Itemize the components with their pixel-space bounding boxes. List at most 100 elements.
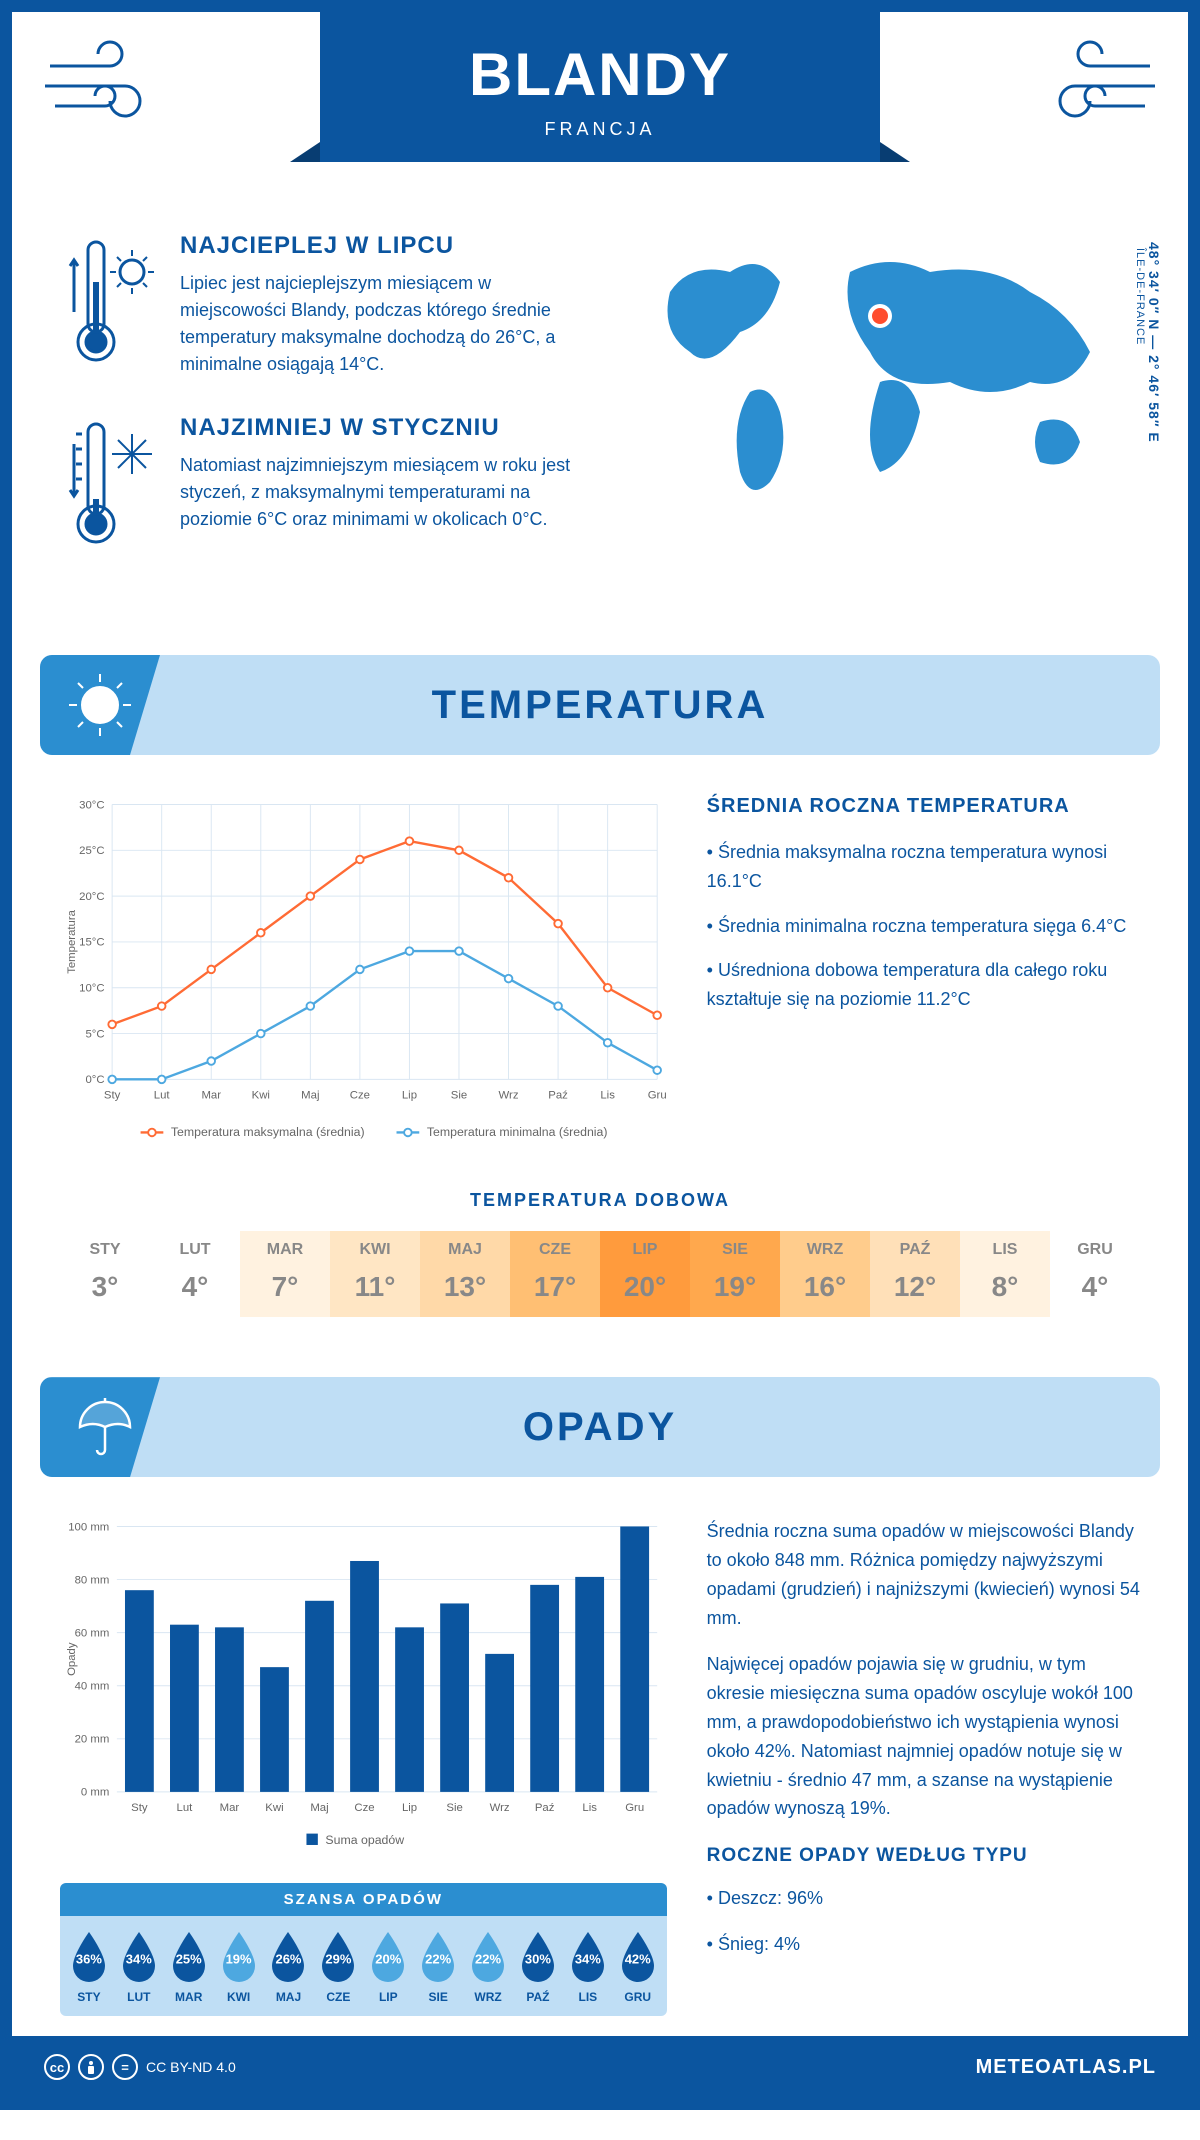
daily-cell: MAR7°: [240, 1231, 330, 1317]
daily-cell: SIE19°: [690, 1231, 780, 1317]
svg-text:Wrz: Wrz: [490, 1802, 510, 1814]
svg-text:20 mm: 20 mm: [75, 1734, 110, 1746]
precip-section-header: OPADY: [40, 1377, 1160, 1477]
precip-text-2: Najwięcej opadów pojawia się w grudniu, …: [707, 1650, 1140, 1823]
svg-text:Suma opadów: Suma opadów: [325, 1833, 404, 1847]
svg-text:25°C: 25°C: [79, 845, 104, 857]
nd-icon: =: [112, 2054, 138, 2080]
chance-title: SZANSA OPADÓW: [60, 1883, 667, 1916]
chance-cell: 19% KWI: [214, 1928, 264, 2004]
temp-bullet-2: • Średnia minimalna roczna temperatura s…: [707, 912, 1140, 941]
daily-cell: PAŹ12°: [870, 1231, 960, 1317]
daily-cell: LIP20°: [600, 1231, 690, 1317]
svg-text:Lut: Lut: [154, 1089, 171, 1101]
temperature-section-header: TEMPERATURA: [40, 655, 1160, 755]
header: BLANDY FRANCJA: [12, 12, 1188, 212]
svg-text:Lut: Lut: [177, 1802, 194, 1814]
license-block: cc = CC BY-ND 4.0: [44, 2054, 236, 2080]
raindrop-icon: 36%: [67, 1928, 111, 1984]
temperature-line-chart: 0°C5°C10°C15°C20°C25°C30°CStyLutMarKwiMa…: [60, 795, 667, 1160]
svg-text:Temperatura maksymalna (średni: Temperatura maksymalna (średnia): [171, 1125, 365, 1139]
city-name: BLANDY: [320, 40, 880, 109]
raindrop-icon: 22%: [466, 1928, 510, 1984]
svg-text:Sie: Sie: [446, 1802, 462, 1814]
svg-text:5°C: 5°C: [85, 1028, 104, 1040]
intro-section: NAJCIEPLEJ W LIPCU Lipiec jest najcieple…: [12, 212, 1188, 635]
daily-cell: LIS8°: [960, 1231, 1050, 1317]
svg-text:Maj: Maj: [310, 1802, 328, 1814]
warmest-title: NAJCIEPLEJ W LIPCU: [180, 232, 580, 260]
svg-text:0 mm: 0 mm: [81, 1787, 109, 1799]
svg-text:Sty: Sty: [131, 1802, 148, 1814]
daily-cell: GRU4°: [1050, 1231, 1140, 1317]
temperature-title: TEMPERATURA: [40, 683, 1160, 728]
svg-text:Temperatura minimalna (średnia: Temperatura minimalna (średnia): [427, 1125, 608, 1139]
svg-text:Kwi: Kwi: [265, 1802, 283, 1814]
daily-cell: STY3°: [60, 1231, 150, 1317]
coordinates: 48° 34′ 0″ N — 2° 46′ 58″ E ÎLE-DE-FRANC…: [1134, 242, 1162, 443]
daily-cell: MAJ13°: [420, 1231, 510, 1317]
footer: cc = CC BY-ND 4.0 METEOATLAS.PL: [12, 2036, 1188, 2098]
svg-text:Lis: Lis: [600, 1089, 615, 1101]
svg-text:Lip: Lip: [402, 1802, 417, 1814]
umbrella-icon: [40, 1377, 160, 1477]
svg-text:15°C: 15°C: [79, 937, 104, 949]
sun-icon: [40, 655, 160, 755]
daily-cell: KWI11°: [330, 1231, 420, 1317]
svg-text:60 mm: 60 mm: [75, 1628, 110, 1640]
license-text: CC BY-ND 4.0: [146, 2059, 236, 2075]
thermometer-hot-icon: [60, 232, 160, 378]
chance-cell: 34% LIS: [563, 1928, 613, 2004]
daily-cell: CZE17°: [510, 1231, 600, 1317]
svg-text:Cze: Cze: [350, 1089, 370, 1101]
wind-icon-left: [40, 36, 180, 141]
svg-text:Sie: Sie: [451, 1089, 467, 1101]
svg-text:30°C: 30°C: [79, 799, 104, 811]
location-marker: [868, 304, 892, 328]
precip-bar-chart: 0 mm 20 mm 40 mm 60 mm 80 mm 100 mm Opady Sty Lu…: [60, 1517, 667, 1863]
svg-text:100 mm: 100 mm: [68, 1521, 109, 1533]
coldest-block: NAJZIMNIEJ W STYCZNIU Natomiast najzimni…: [60, 414, 580, 559]
svg-text:Gru: Gru: [648, 1089, 667, 1101]
coldest-text: Natomiast najzimniejszym miesiącem w rok…: [180, 452, 580, 533]
raindrop-icon: 22%: [416, 1928, 460, 1984]
raindrop-icon: 19%: [217, 1928, 261, 1984]
chance-cell: 29% CZE: [313, 1928, 363, 2004]
raindrop-icon: 25%: [167, 1928, 211, 1984]
precip-title: OPADY: [40, 1405, 1160, 1450]
warmest-block: NAJCIEPLEJ W LIPCU Lipiec jest najcieple…: [60, 232, 580, 378]
raindrop-icon: 20%: [366, 1928, 410, 1984]
daily-temp-title: TEMPERATURA DOBOWA: [60, 1190, 1140, 1211]
raindrop-icon: 29%: [316, 1928, 360, 1984]
svg-text:40 mm: 40 mm: [75, 1681, 110, 1693]
temp-bullet-1: • Średnia maksymalna roczna temperatura …: [707, 838, 1140, 896]
precip-type-title: ROCZNE OPADY WEDŁUG TYPU: [707, 1841, 1140, 1871]
svg-text:Gru: Gru: [625, 1802, 644, 1814]
cc-icon: cc: [44, 2054, 70, 2080]
svg-text:Opady: Opady: [66, 1642, 78, 1676]
chance-cell: 34% LUT: [114, 1928, 164, 2004]
precip-type-2: • Śnieg: 4%: [707, 1930, 1140, 1959]
raindrop-icon: 42%: [616, 1928, 660, 1984]
temp-bullet-3: • Uśredniona dobowa temperatura dla całe…: [707, 956, 1140, 1014]
svg-text:10°C: 10°C: [79, 983, 104, 995]
precip-type-1: • Deszcz: 96%: [707, 1884, 1140, 1913]
precip-text-1: Średnia roczna suma opadów w miejscowośc…: [707, 1517, 1140, 1632]
svg-text:Lis: Lis: [582, 1802, 597, 1814]
daily-temp-grid: STY3°LUT4°MAR7°KWI11°MAJ13°CZE17°LIP20°S…: [60, 1231, 1140, 1317]
title-ribbon: BLANDY FRANCJA: [320, 12, 880, 162]
world-map: [620, 232, 1140, 512]
warmest-text: Lipiec jest najcieplejszym miesiącem w m…: [180, 270, 580, 378]
thermometer-cold-icon: [60, 414, 160, 559]
svg-text:Temperatura: Temperatura: [66, 909, 78, 973]
svg-text:80 mm: 80 mm: [75, 1575, 110, 1587]
raindrop-icon: 34%: [566, 1928, 610, 1984]
raindrop-icon: 30%: [516, 1928, 560, 1984]
raindrop-icon: 26%: [266, 1928, 310, 1984]
svg-text:Lip: Lip: [402, 1089, 417, 1101]
svg-text:Paź: Paź: [548, 1089, 568, 1101]
brand-name: METEOATLAS.PL: [976, 2056, 1156, 2079]
wind-icon-right: [1020, 36, 1160, 141]
svg-text:Mar: Mar: [220, 1802, 240, 1814]
country-name: FRANCJA: [320, 119, 880, 140]
